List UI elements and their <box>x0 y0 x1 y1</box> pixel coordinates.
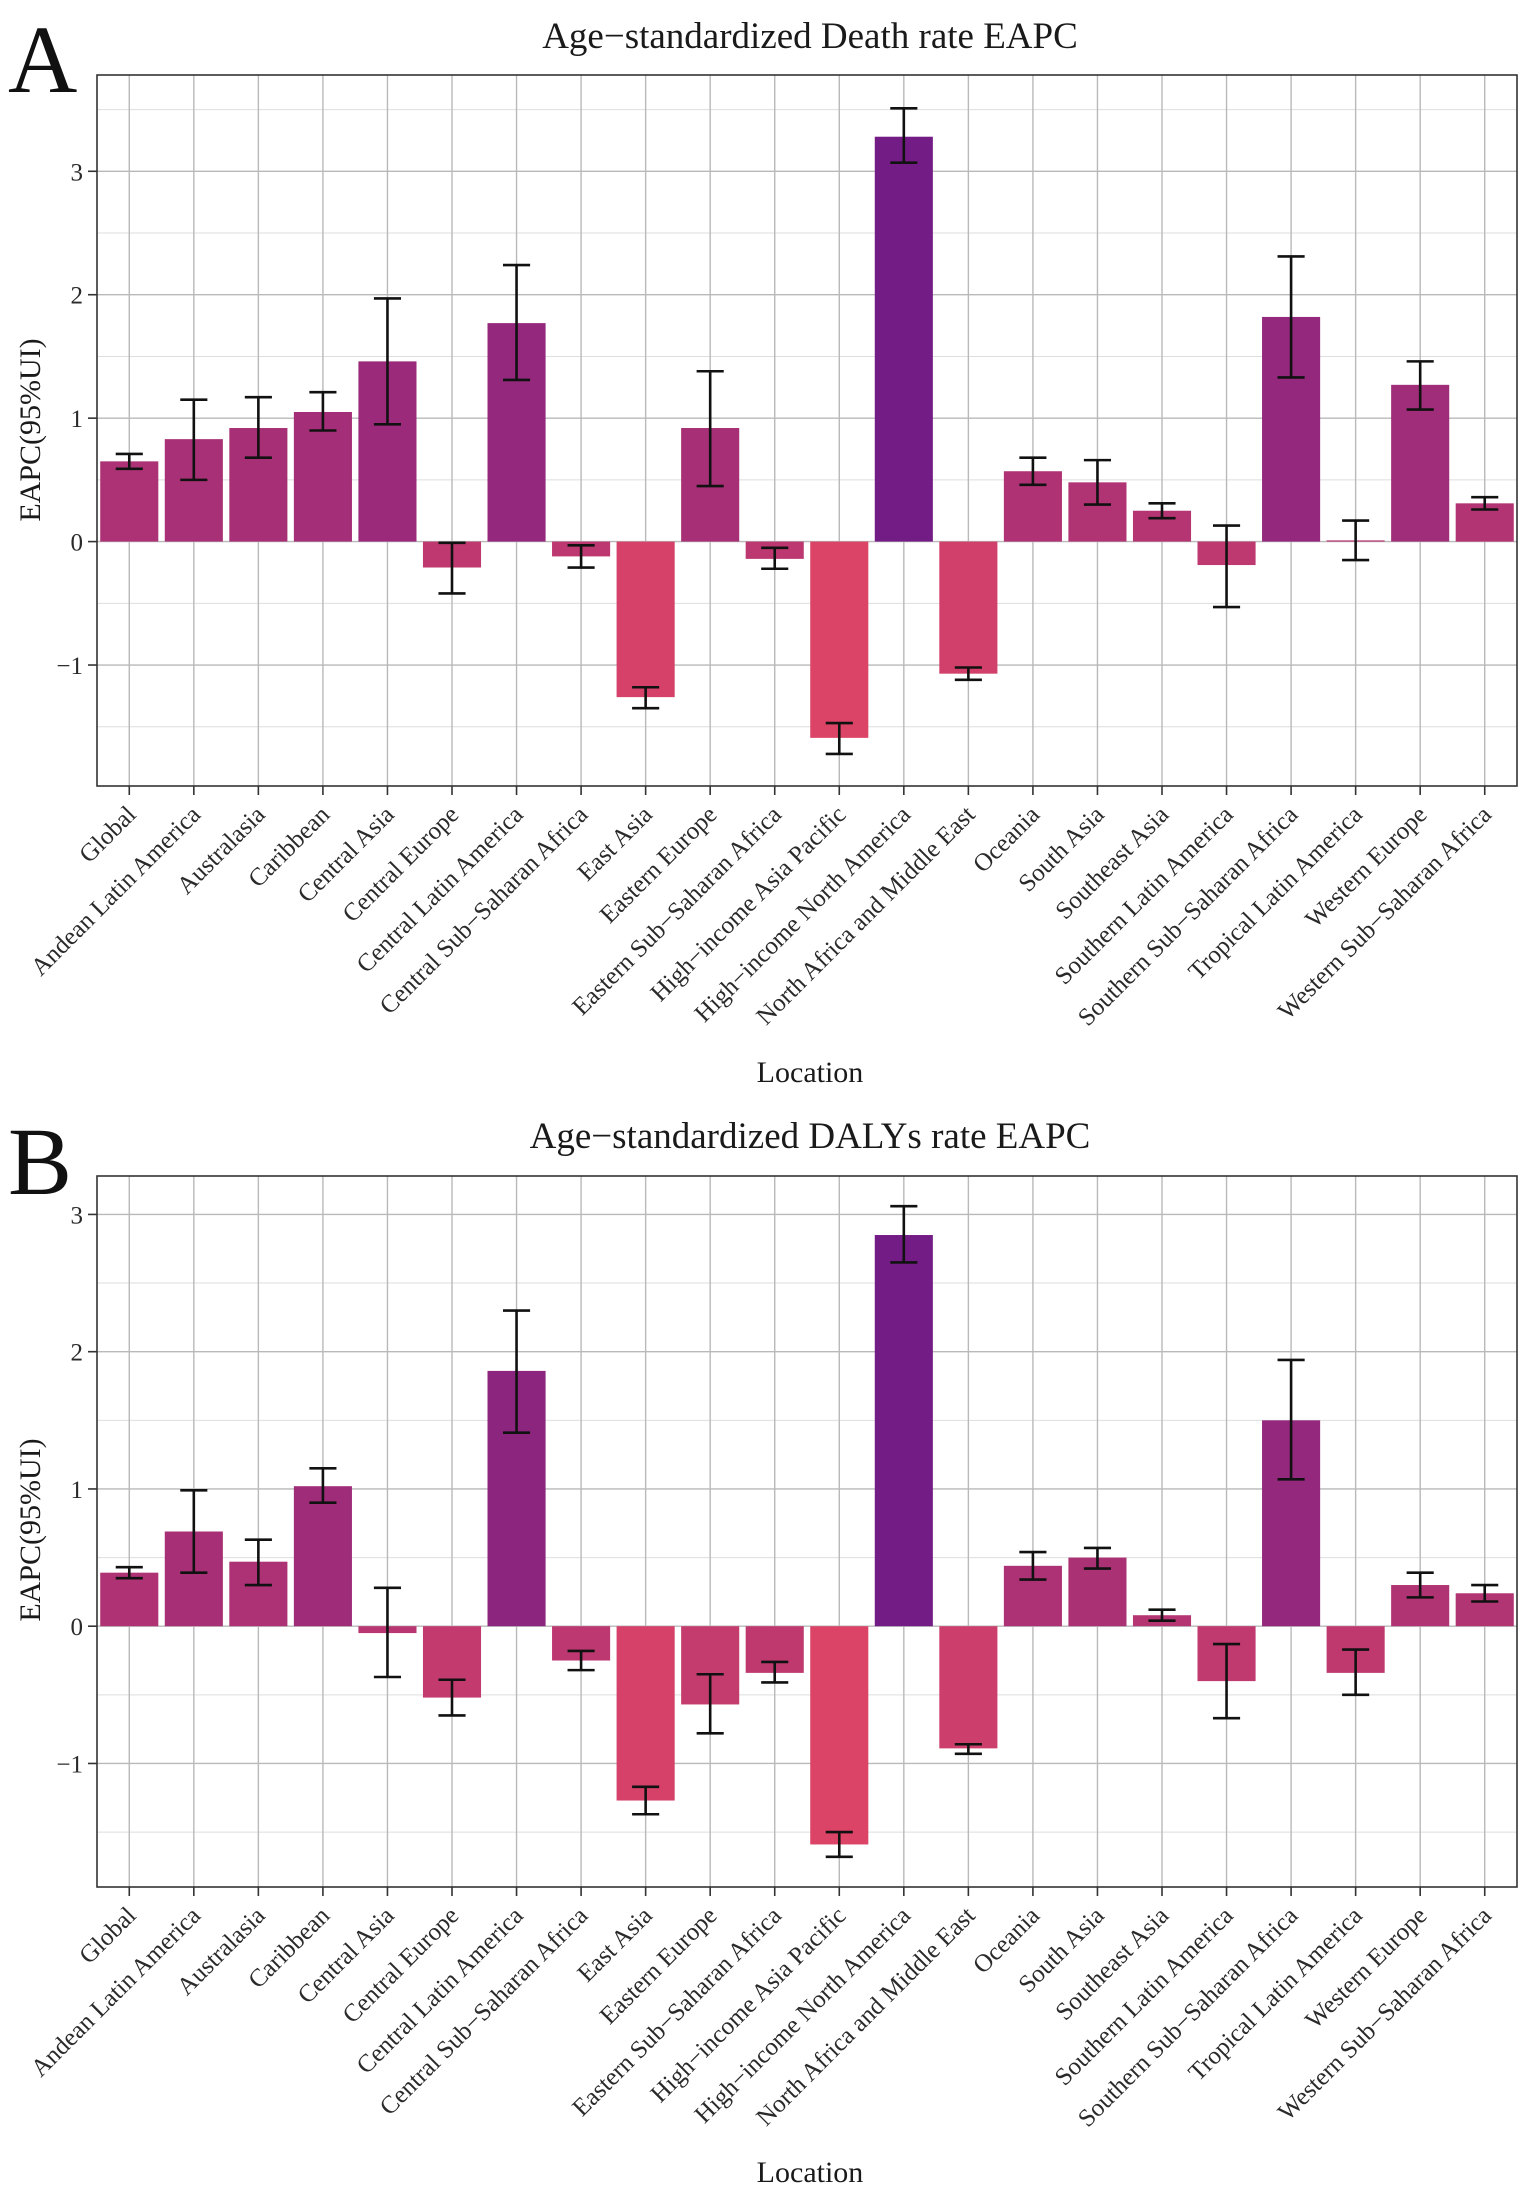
y-axis-b: −1 0 1 2 3 <box>56 1202 97 1778</box>
error-bar-high-income-north-america <box>890 1204 918 1264</box>
bar-global: Global: 0.39 <box>100 1572 159 1627</box>
y-axis-a: −1 0 1 2 3 <box>56 159 97 680</box>
error-bar-western-sub-saharan-africa <box>1471 495 1499 511</box>
x-tick-label-southeast-asia: Southeast Asia <box>1051 801 1175 925</box>
error-bar-eastern-sub-saharan-africa <box>761 546 789 571</box>
bar-north-africa-and-middle-east: North Africa and Middle East: -1.07 <box>939 541 998 674</box>
error-bar-australasia <box>244 1538 272 1587</box>
error-bar-north-africa-and-middle-east <box>954 666 982 682</box>
error-bar-east-asia <box>632 685 660 710</box>
bar-caribbean: Caribbean: 1.02 <box>293 1486 352 1627</box>
error-bar-tropical-latin-america <box>1342 1648 1370 1697</box>
chart-title-a: Age−standardized Death rate EAPC <box>542 16 1078 57</box>
y-tick-label: 3 <box>71 159 84 186</box>
error-bar-central-sub-saharan-africa <box>567 543 595 569</box>
error-bar-central-asia <box>373 1586 402 1679</box>
error-bar-high-income-asia-pacific <box>825 721 853 756</box>
bar-western-europe: Western Europe: 1.27 <box>1391 384 1450 542</box>
y-tick-label: −1 <box>56 1751 83 1778</box>
error-bar-global <box>115 452 143 471</box>
error-bar-southern-latin-america <box>1212 524 1241 609</box>
error-bar-central-europe <box>438 1678 466 1717</box>
error-bar-western-europe <box>1406 360 1434 411</box>
y-tick-label: −1 <box>56 653 83 680</box>
error-bar-tropical-latin-america <box>1342 519 1370 562</box>
bar-high-income-asia-pacific: High−income Asia Pacific: -1.59 <box>810 1626 869 1845</box>
error-bar-south-asia <box>1083 1546 1112 1570</box>
bar-high-income-north-america: High−income North America: 2.85 <box>874 1235 933 1627</box>
error-bar-high-income-asia-pacific <box>825 1830 853 1859</box>
error-bar-southern-sub-saharan-africa <box>1277 1358 1305 1481</box>
plot-frame-b <box>96 1175 1518 1888</box>
error-bar-eastern-europe <box>696 369 724 488</box>
error-bar-central-latin-america <box>502 1309 531 1434</box>
error-bars-a <box>115 107 1499 756</box>
bar-high-income-north-america: High−income North America: 3.28 <box>874 136 933 542</box>
bar-east-asia: East Asia: -1.27 <box>616 1626 675 1801</box>
y-tick-label: 0 <box>71 1614 84 1641</box>
x-axis-title-a: Location <box>757 1056 864 1089</box>
y-tick-label: 2 <box>71 1340 84 1367</box>
bar-global: Global: 0.65 <box>100 461 159 542</box>
error-bar-southern-sub-saharan-africa <box>1277 255 1305 379</box>
error-bar-central-latin-america <box>502 263 531 382</box>
error-bar-global <box>115 1565 143 1580</box>
bars-b: Global: 0.39Andean Latin America: 0.69Au… <box>100 1235 1514 1845</box>
error-bar-western-europe <box>1406 1571 1434 1599</box>
error-bar-central-europe <box>438 541 466 595</box>
error-bar-oceania <box>1019 456 1047 487</box>
bar-high-income-asia-pacific: High−income Asia Pacific: -1.59 <box>810 541 869 738</box>
error-bar-oceania <box>1019 1550 1047 1581</box>
y-tick-label: 1 <box>71 406 84 433</box>
error-bar-high-income-north-america <box>890 107 918 164</box>
bar-caribbean: Caribbean: 1.05 <box>293 411 352 542</box>
chart-title-b: Age−standardized DALYs rate EAPC <box>530 1116 1091 1157</box>
panel-a: A Age−standardized Death rate EAPC Globa… <box>8 6 1518 1089</box>
error-bar-andean-latin-america <box>180 398 208 482</box>
error-bar-western-sub-saharan-africa <box>1471 1583 1499 1603</box>
error-bar-north-africa-and-middle-east <box>954 1742 982 1756</box>
error-bars-b <box>115 1204 1499 1859</box>
error-bar-east-asia <box>632 1785 660 1816</box>
error-bar-southeast-asia <box>1148 502 1176 520</box>
y-axis-title-b: EAPC(95%UI) <box>14 1438 47 1621</box>
error-bar-central-sub-saharan-africa <box>567 1649 595 1672</box>
plot-frame-a <box>96 74 1518 787</box>
panel-letter-b: B <box>8 1108 72 1215</box>
error-bar-central-asia <box>373 297 402 426</box>
error-bar-southern-latin-america <box>1212 1642 1241 1720</box>
y-axis-title-a: EAPC(95%UI) <box>14 338 47 521</box>
y-tick-label: 1 <box>71 1477 84 1504</box>
y-tick-label: 2 <box>71 283 84 310</box>
error-bar-caribbean <box>309 390 337 432</box>
y-tick-label: 0 <box>71 530 84 557</box>
bar-north-africa-and-middle-east: North Africa and Middle East: -0.89 <box>939 1626 998 1749</box>
panel-letter-a: A <box>8 6 77 113</box>
error-bar-eastern-sub-saharan-africa <box>761 1660 789 1684</box>
error-bar-andean-latin-america <box>180 1489 208 1574</box>
bar-east-asia: East Asia: -1.26 <box>616 541 675 698</box>
error-bar-australasia <box>244 395 272 459</box>
x-tick-label-southeast-asia: Southeast Asia <box>1051 1902 1175 2026</box>
panel-b: B Age−standardized DALYs rate EAPC Globa… <box>8 1108 1518 2189</box>
error-bar-caribbean <box>309 1467 337 1504</box>
error-bar-southeast-asia <box>1148 1608 1176 1623</box>
error-bar-eastern-europe <box>696 1672 724 1735</box>
y-tick-label: 3 <box>71 1202 84 1229</box>
error-bar-south-asia <box>1083 458 1112 506</box>
bars-a: Global: 0.65Andean Latin America: 0.83Au… <box>100 136 1514 738</box>
x-axis-title-b: Location <box>757 2156 864 2189</box>
